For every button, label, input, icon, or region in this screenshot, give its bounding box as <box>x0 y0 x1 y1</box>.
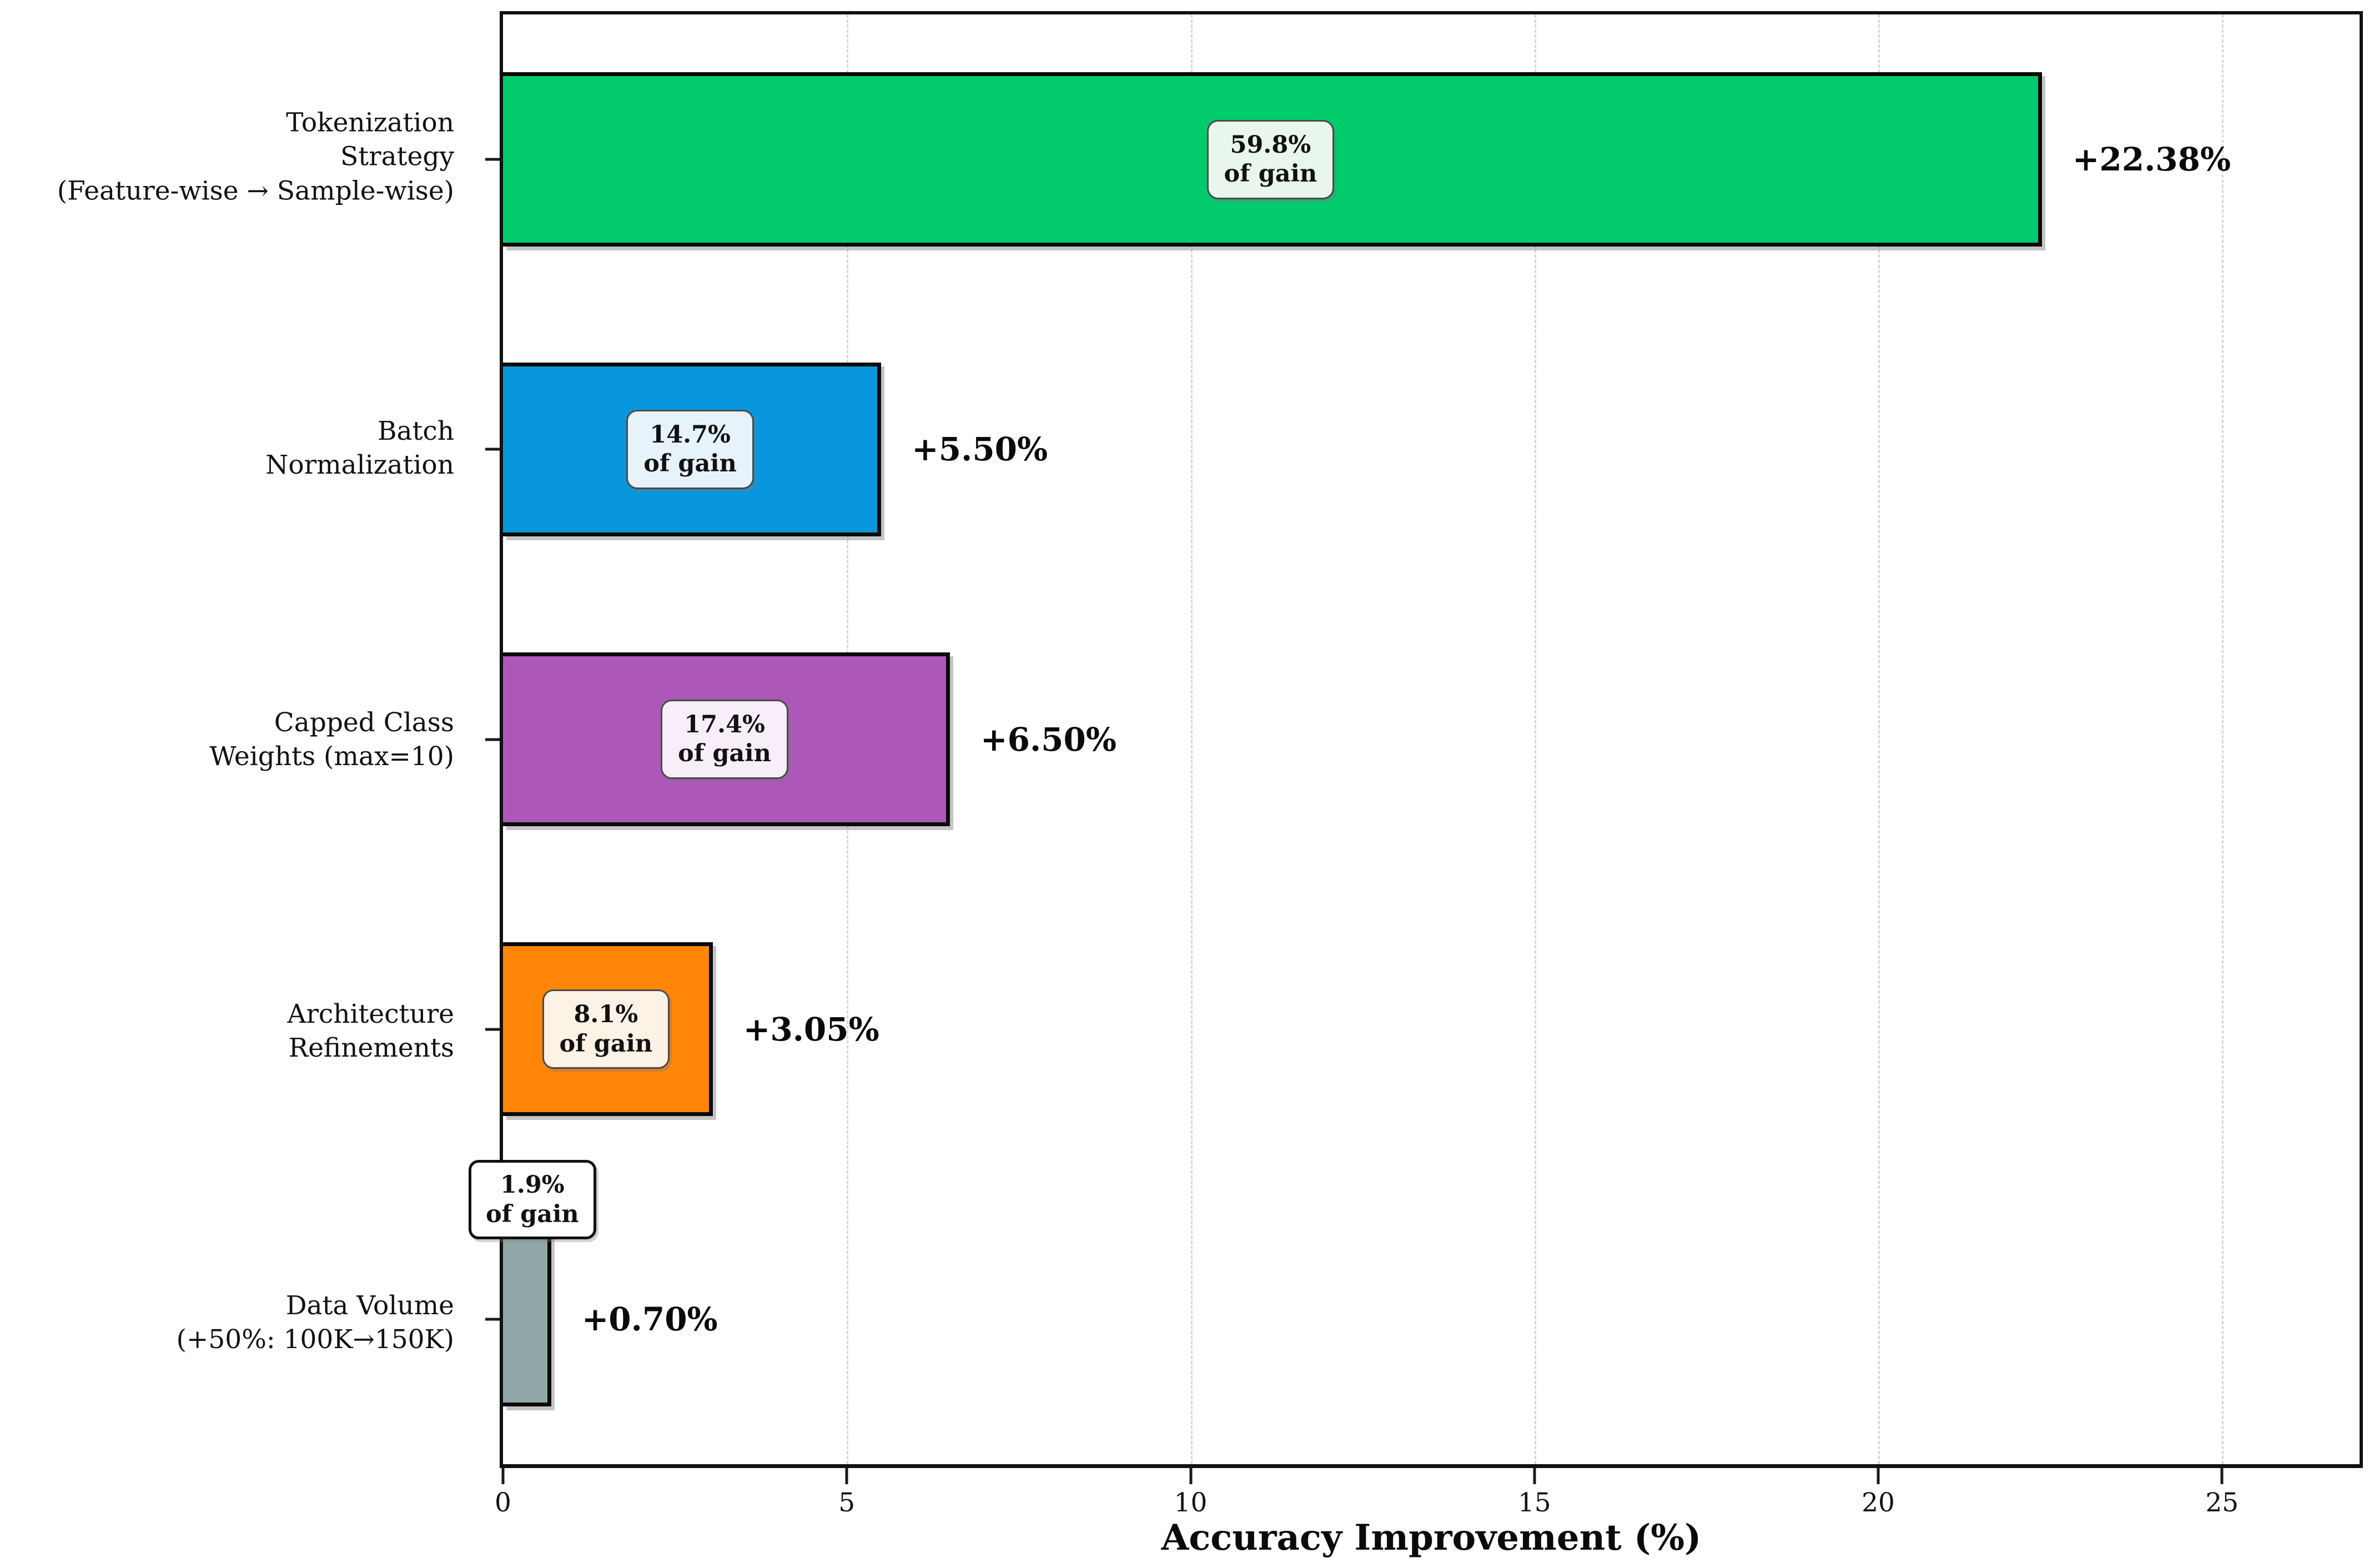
y-tick-mark <box>485 1028 500 1031</box>
gridline-x-20 <box>1878 14 1880 1464</box>
gain-share-badge: 1.9% of gain <box>469 1160 596 1240</box>
bar-value-label: +0.70% <box>581 1300 718 1338</box>
bar: 14.7% of gain <box>503 362 882 536</box>
x-tick-label-20: 20 <box>1862 1487 1895 1518</box>
gain-caption-label: of gain <box>486 1200 579 1228</box>
gridline-x-15 <box>1534 14 1536 1464</box>
gain-percent-label: 59.8% <box>1230 130 1311 159</box>
gridline-x-25 <box>2222 14 2224 1464</box>
plot-area: 59.8% of gain +22.38% 14.7% of gain +5.5… <box>469 11 2363 1518</box>
gain-share-badge: 17.4% of gain <box>661 700 788 779</box>
x-tick-label-25: 25 <box>2205 1487 2239 1518</box>
gain-percent-label: 17.4% <box>684 711 765 739</box>
x-tick-mark-25 <box>2220 1468 2224 1484</box>
x-tick-mark-5 <box>845 1468 848 1484</box>
gain-share-badge: 8.1% of gain <box>542 989 670 1069</box>
y-tick-mark <box>485 448 500 451</box>
bar: 8.1% of gain <box>503 942 713 1117</box>
gain-share-badge: 14.7% of gain <box>626 409 754 489</box>
x-tick-label-5: 5 <box>838 1487 856 1518</box>
y-category-label: Data Volume (+50%: 100K→150K) <box>176 1290 454 1355</box>
gain-caption-label: of gain <box>559 1029 653 1058</box>
y-category-label: Batch Normalization <box>265 416 454 481</box>
x-tick-label-15: 15 <box>1517 1487 1551 1518</box>
bar-value-label: +22.38% <box>2072 140 2231 179</box>
bar-value-label: +5.50% <box>912 430 1048 469</box>
x-tick-mark-0 <box>501 1468 505 1484</box>
y-tick-mark <box>485 158 500 161</box>
bar-value-label: +3.05% <box>743 1010 879 1048</box>
bar-value-label: +6.50% <box>980 720 1117 758</box>
x-tick-mark-20 <box>1877 1468 1880 1484</box>
x-tick-mark-15 <box>1533 1468 1536 1484</box>
gain-percent-label: 14.7% <box>650 420 731 449</box>
x-tick-label-10: 10 <box>1174 1487 1208 1518</box>
gain-caption-label: of gain <box>643 450 737 478</box>
y-category-label: Capped Class Weights (max=10) <box>209 707 454 772</box>
gain-caption-label: of gain <box>1224 160 1317 188</box>
gridline-x-10 <box>1190 14 1193 1464</box>
x-tick-label-0: 0 <box>495 1487 511 1518</box>
y-category-label: Tokenization Strategy (Feature-wise → Sa… <box>57 107 454 206</box>
y-category-label: Architecture Refinements <box>287 998 455 1063</box>
x-axis-title: Accuracy Improvement (%) <box>1161 1517 1702 1559</box>
y-tick-mark <box>485 1318 500 1321</box>
bar: 17.4% of gain <box>503 652 950 827</box>
y-tick-mark <box>485 738 500 741</box>
y-axis-category-labels: Tokenization Strategy (Feature-wise → Sa… <box>0 11 476 1468</box>
bar: 59.8% of gain <box>503 72 2042 247</box>
bar <box>503 1232 551 1406</box>
x-tick-mark-10 <box>1189 1468 1193 1484</box>
gain-caption-label: of gain <box>678 740 771 768</box>
gain-percent-label: 1.9% <box>500 1171 565 1199</box>
gain-percent-label: 8.1% <box>574 1001 638 1029</box>
gain-share-badge: 59.8% of gain <box>1206 119 1335 199</box>
